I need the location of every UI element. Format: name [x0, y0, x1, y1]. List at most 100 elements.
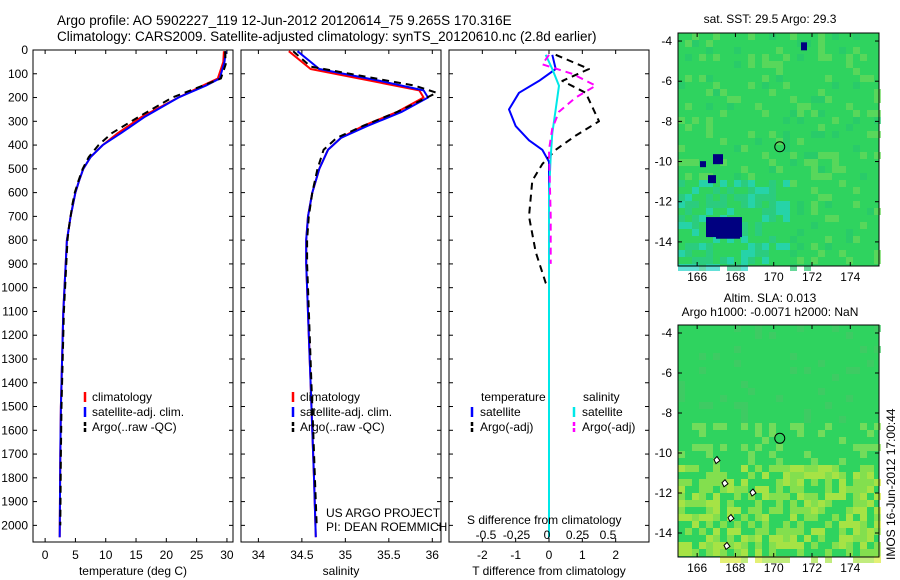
x-tick-label: 1: [579, 548, 586, 562]
map-cell: [797, 486, 804, 493]
map-cell: [783, 54, 790, 61]
map-cell: [727, 236, 734, 243]
argo-position-marker: [774, 432, 786, 444]
map-x-tick-label: 172: [802, 270, 822, 284]
map-cell: [804, 416, 811, 423]
map-cell: [804, 152, 811, 159]
map-cell: [818, 500, 825, 507]
map-cell: [790, 353, 797, 360]
map-cell: [839, 47, 846, 54]
map-cell: [818, 131, 825, 138]
map-cell: [860, 528, 867, 535]
x-axis-label: salinity: [323, 564, 360, 578]
map-cell: [762, 250, 769, 257]
map-cell: [860, 535, 867, 542]
map-cell: [825, 500, 832, 507]
map-cell: [713, 542, 720, 549]
map-cell: [741, 542, 748, 549]
map-cell: [678, 222, 685, 229]
map-cell: [720, 110, 727, 117]
map-cell: [811, 159, 818, 166]
map-cell: [706, 180, 713, 187]
map-cell: [734, 493, 741, 500]
sst-map: -4 -6 -8 -10 -12 -14 166 168 170 172 174: [655, 32, 881, 284]
map-cell: [874, 110, 881, 117]
map-cell: [755, 556, 762, 563]
map-cell: [867, 486, 874, 493]
map-cell: [692, 521, 699, 528]
map-cell: [678, 388, 685, 395]
map-cell: [818, 54, 825, 61]
map-cell: [685, 40, 692, 47]
depth-tick-label: 1500: [1, 400, 28, 414]
legend-label: Argo(-adj): [582, 420, 635, 434]
map-cell: [685, 124, 692, 131]
map-cell: [769, 556, 776, 563]
map-cell: [692, 257, 699, 264]
map-cell: [762, 257, 769, 264]
map-x-tick-label: 170: [764, 561, 784, 575]
map-cell: [748, 535, 755, 542]
map-cell: [818, 472, 825, 479]
map-cell: [755, 500, 762, 507]
map-cell: [755, 250, 762, 257]
map-cell: [818, 40, 825, 47]
map-cell: [790, 96, 797, 103]
salinity-diff-tick-label: -0.5: [476, 528, 497, 542]
map-cell: [685, 479, 692, 486]
map-cell: [874, 549, 881, 556]
map-cell: [832, 465, 839, 472]
map-cell: [804, 507, 811, 514]
map-cell: [748, 521, 755, 528]
map-cell: [755, 187, 762, 194]
map-cell: [797, 549, 804, 556]
map-cell: [727, 103, 734, 110]
map-cell: [713, 528, 720, 535]
map-cell: [790, 250, 797, 257]
map-cell: [727, 208, 734, 215]
map-cell: [874, 423, 881, 430]
map-cell: [818, 152, 825, 159]
map-cell: [685, 514, 692, 521]
map-cell: [741, 486, 748, 493]
map-cell: [755, 423, 762, 430]
map-cell: [783, 556, 790, 563]
map-cell: [748, 187, 755, 194]
map-cell: [713, 264, 720, 271]
map-cell: [706, 264, 713, 271]
map-cell: [734, 47, 741, 54]
map-frame: [677, 324, 880, 558]
map-cell: [846, 395, 853, 402]
map-cell: [769, 236, 776, 243]
map-cell: [741, 423, 748, 430]
map-cell: [727, 486, 734, 493]
map-cell: [706, 257, 713, 264]
map-cell: [797, 325, 804, 332]
map-cell: [860, 486, 867, 493]
map-cell: [874, 493, 881, 500]
map-cell: [685, 103, 692, 110]
map-cell: [874, 257, 881, 264]
map-cell: [720, 423, 727, 430]
map-cell: [748, 388, 755, 395]
map-cell: [720, 444, 727, 451]
map-cell: [741, 416, 748, 423]
map-cell: [839, 542, 846, 549]
map-cell: [776, 208, 783, 215]
map-cell: [769, 131, 776, 138]
depth-tick-label: 0: [21, 43, 28, 57]
depth-tick-label: 1800: [1, 471, 28, 485]
x-tick-label: 36: [426, 548, 440, 562]
map-cell: [860, 173, 867, 180]
map-cell: [804, 264, 811, 271]
map-cell: [853, 472, 860, 479]
map-y-tick-label: -10: [655, 446, 673, 460]
map-cell: [699, 542, 706, 549]
map-cell: [860, 54, 867, 61]
map-cell: [825, 472, 832, 479]
map-cell: [769, 201, 776, 208]
map-cell: [839, 180, 846, 187]
map-cell: [860, 479, 867, 486]
depth-tick-label: 1200: [1, 328, 28, 342]
map-cell: [762, 208, 769, 215]
